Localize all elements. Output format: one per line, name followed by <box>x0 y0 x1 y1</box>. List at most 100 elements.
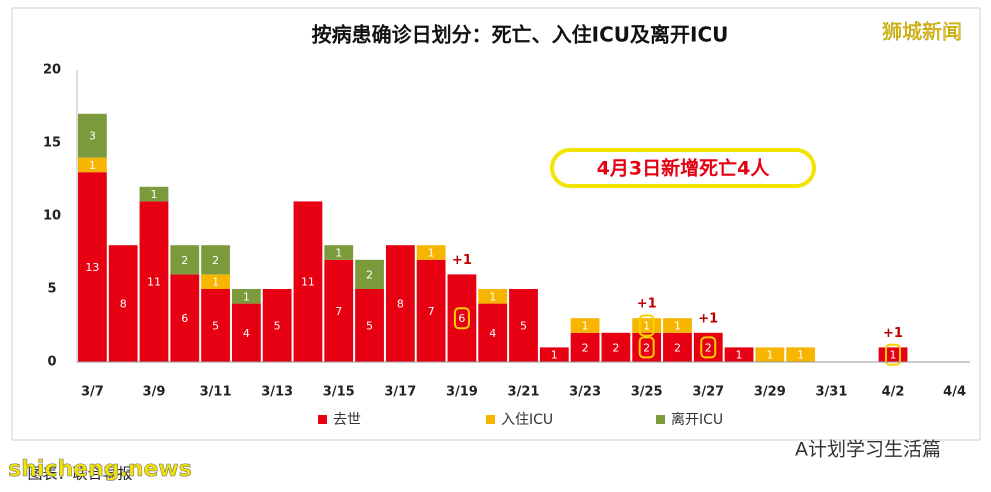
bar-segment <box>570 332 600 362</box>
bar-segment <box>724 347 754 362</box>
value-label: 2 <box>181 254 188 267</box>
legend-swatch <box>656 415 665 424</box>
bar-segment <box>355 289 384 362</box>
footer: A计划学习生活篇 <box>795 439 941 461</box>
annotation: +1 <box>698 311 718 326</box>
annotation: +1 <box>452 253 472 268</box>
value-label: 5 <box>212 320 219 333</box>
value-label: 4 <box>489 327 496 340</box>
value-label: 1 <box>582 320 589 333</box>
bar-segment <box>201 245 230 275</box>
y-tick-label: 15 <box>43 136 61 151</box>
bar-segment <box>601 332 631 362</box>
bar-segment <box>509 289 538 362</box>
chart-title: 按病患确诊日划分：死亡、入住ICU及离开ICU <box>312 23 729 47</box>
value-label: 1 <box>150 188 157 201</box>
value-label: 1 <box>489 290 496 303</box>
value-label: 1 <box>243 290 250 303</box>
x-tick-label: 4/4 <box>943 385 966 400</box>
value-label: 2 <box>582 341 589 354</box>
value-label: 7 <box>428 305 435 318</box>
bar-segment <box>231 289 261 304</box>
bar-segment <box>78 157 107 173</box>
y-tick-label: 0 <box>47 355 56 370</box>
x-tick-label: 3/23 <box>569 385 601 400</box>
x-tick-label: 3/27 <box>692 385 724 400</box>
bar-segment <box>201 289 230 362</box>
value-label: 2 <box>612 341 619 354</box>
x-tick-label: 4/2 <box>882 385 905 400</box>
value-label: 2 <box>212 254 219 267</box>
bar-segment <box>201 274 230 289</box>
bar-segment <box>324 245 354 260</box>
value-label: 1 <box>551 349 558 362</box>
value-label: 4 <box>243 327 250 340</box>
annotation: +1 <box>883 326 903 341</box>
value-label: 8 <box>120 298 127 311</box>
value-label: 1 <box>890 349 897 362</box>
bar-segment <box>78 172 107 362</box>
value-label: 1 <box>89 159 96 172</box>
value-label: 7 <box>335 305 342 318</box>
x-tick-label: 3/29 <box>754 385 786 400</box>
value-label: 13 <box>85 261 99 274</box>
x-tick-label: 3/25 <box>631 385 663 400</box>
value-label: 1 <box>212 276 219 289</box>
bar-segment <box>755 347 785 362</box>
value-label: 1 <box>335 247 342 260</box>
legend-label: 离开ICU <box>671 411 723 428</box>
value-label: 2 <box>366 268 373 281</box>
bar-segment <box>139 201 169 362</box>
legend-label: 去世 <box>333 412 361 428</box>
legend-label: 入住ICU <box>501 412 553 428</box>
value-label: 2 <box>705 341 712 354</box>
bar-segment <box>355 259 384 289</box>
value-label: 2 <box>643 341 650 354</box>
bar-segment <box>170 245 200 275</box>
value-label: 3 <box>89 130 96 143</box>
bar-segment <box>447 274 477 362</box>
value-label: 6 <box>181 312 188 325</box>
bar-segment <box>139 186 169 202</box>
y-tick-label: 5 <box>47 282 56 297</box>
x-tick-label: 3/7 <box>81 385 104 400</box>
bar-segment <box>663 318 692 333</box>
chart-frame <box>11 7 981 441</box>
value-label: 1 <box>736 349 743 362</box>
highlight-ring <box>638 336 655 359</box>
value-label: 5 <box>274 320 281 333</box>
value-label: 5 <box>520 320 527 333</box>
value-label: 6 <box>458 312 465 325</box>
highlight-ring <box>885 343 902 366</box>
x-tick-label: 3/9 <box>143 385 166 400</box>
bar-segment <box>539 347 569 362</box>
legend-swatch <box>486 415 495 424</box>
value-label: 1 <box>797 349 804 362</box>
bar-segment <box>478 303 508 362</box>
bar-segment <box>385 245 415 362</box>
bar-segment <box>478 289 508 304</box>
bar-segment <box>663 332 692 362</box>
bar-segment <box>262 289 292 362</box>
x-tick-label: 3/13 <box>261 385 293 400</box>
annotation: +1 <box>637 297 657 312</box>
value-label: 1 <box>428 247 435 260</box>
callout-box <box>550 148 816 188</box>
site: shicheng.news <box>8 457 192 482</box>
highlight-ring <box>453 307 470 330</box>
highlight-ring <box>700 336 717 359</box>
y-tick-label: 20 <box>43 63 61 78</box>
bar-segment <box>416 245 446 260</box>
bar-segment <box>293 201 323 362</box>
x-tick-label: 3/19 <box>446 385 478 400</box>
callout: 4月3日新增死亡4人 <box>597 157 771 180</box>
bar-segment <box>170 274 200 362</box>
watermark: 狮城新闻 <box>882 20 962 44</box>
x-tick-label: 3/15 <box>323 385 355 400</box>
bar-segment <box>231 303 261 362</box>
highlight-ring <box>638 314 655 337</box>
value-label: 11 <box>147 276 161 289</box>
value-label: 1 <box>643 320 650 333</box>
value-label: 11 <box>301 276 315 289</box>
